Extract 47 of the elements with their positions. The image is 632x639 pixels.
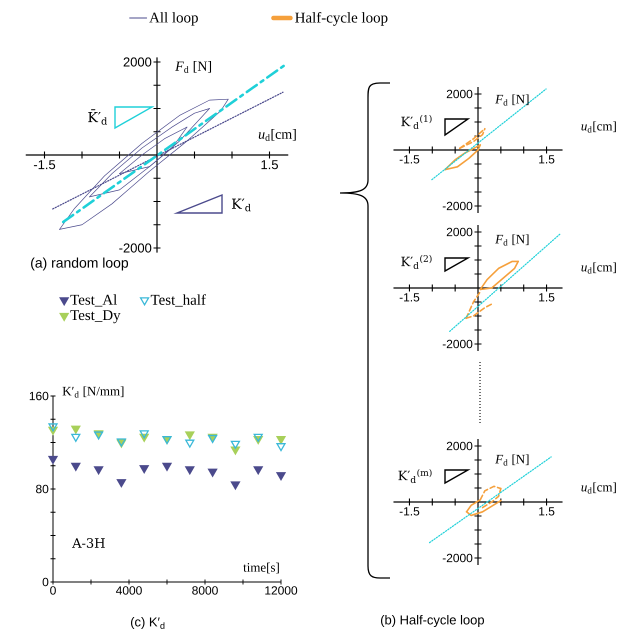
y-tick-label: 160	[30, 392, 48, 400]
x-axis-title: u$_{d}$[cm]	[581, 121, 616, 133]
legend-label: Test_Al	[70, 294, 117, 307]
x-tick-label: -1.5	[400, 155, 420, 164]
y-tick-label: 0	[42, 578, 48, 586]
x-axis-title: time[s]	[243, 562, 279, 574]
x-axis-title: u$_{d}$[cm]	[258, 129, 296, 141]
y-tick-label: -2000	[442, 340, 472, 348]
annotation: K′$_{d}$(2)	[401, 254, 432, 270]
text: (c) K′$_{d}$	[131, 616, 164, 630]
annotation: A-3H	[72, 538, 105, 548]
x-tick-label: 1.5	[261, 160, 278, 170]
annotation: K′$_{d}$	[232, 198, 251, 212]
x-tick-label: 1.5	[539, 507, 554, 516]
x-tick-label: -1.5	[400, 293, 420, 302]
y-axis-title: K′$_{d}$ [N/mm]	[62, 386, 124, 398]
y-tick-label: 2000	[446, 442, 472, 450]
x-axis-title: u$_{d}$[cm]	[581, 262, 616, 274]
x-tick-label: 1.5	[539, 293, 554, 302]
y-axis-title: F$_{d}$ [N]	[495, 454, 529, 466]
y-tick-label: 2000	[124, 57, 152, 67]
annotation: K̄′$_{d}$	[88, 109, 108, 125]
x-tick-label: 12000	[265, 586, 298, 595]
y-tick-label: 2000	[446, 228, 472, 236]
x-tick-label: 4000	[116, 586, 142, 595]
legend-label: Test_Dy	[70, 310, 121, 324]
x-axis-title: u$_{d}$[cm]	[581, 482, 616, 494]
y-tick-label: 2000	[446, 90, 472, 98]
x-tick-label: -1.5	[34, 160, 56, 170]
legend-label: Test_half	[150, 294, 206, 307]
y-axis-title: F$_{d}$ [N]	[175, 61, 212, 73]
y-tick-label: -2000	[442, 554, 472, 562]
y-axis-title: F$_{d}$ [N]	[495, 234, 529, 246]
y-tick-label: -2000	[119, 243, 152, 253]
x-tick-label: 1.5	[539, 155, 554, 164]
legend-label: Half-cycle loop	[295, 12, 388, 26]
x-tick-label: 0	[50, 586, 56, 595]
x-tick-label: -1.5	[400, 507, 420, 516]
legend-label: All loop	[149, 12, 198, 26]
annotation: K′$_{d}$(m)	[398, 468, 432, 484]
annotation: K′$_{d}$(1)	[401, 114, 432, 130]
x-tick-label: 8000	[192, 586, 218, 595]
text: (b) Half-cycle loop	[381, 614, 484, 628]
y-tick-label: -2000	[442, 202, 472, 210]
y-tick-label: 80	[36, 484, 48, 494]
text: (a) random loop	[31, 258, 128, 271]
y-axis-title: F$_{d}$ [N]	[495, 94, 529, 106]
